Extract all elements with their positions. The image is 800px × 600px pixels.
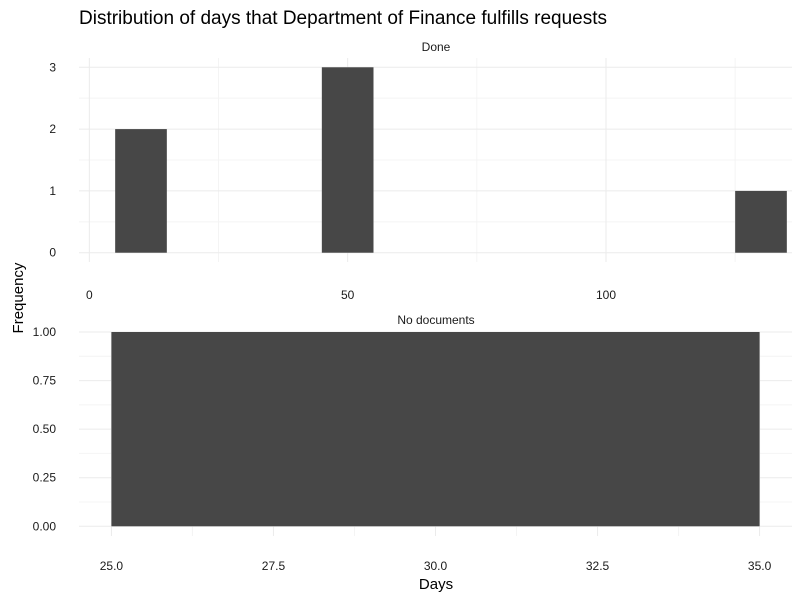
y-tick-label: 0.75 xyxy=(33,374,57,388)
facet-done-gridlines xyxy=(79,58,792,262)
y-tick-label: 2 xyxy=(49,122,56,136)
histogram-bar-done xyxy=(115,129,167,253)
histogram-bar-done xyxy=(321,67,374,253)
y-tick-label: 0 xyxy=(49,246,56,260)
facet-no-documents-y-ticks: 0.00 0.25 0.50 0.75 1.00 xyxy=(33,325,57,533)
facet-done-strip-label: Done xyxy=(422,40,451,54)
facet-done-bars xyxy=(115,67,787,253)
x-tick-label: 50 xyxy=(341,288,355,302)
x-tick-label: 100 xyxy=(596,288,616,302)
y-tick-label: 1.00 xyxy=(33,325,57,339)
chart-title: Distribution of days that Department of … xyxy=(79,8,607,29)
histogram-bar-done xyxy=(735,190,787,253)
x-tick-label: 0 xyxy=(86,288,93,302)
x-tick-label: 30.0 xyxy=(424,559,448,573)
x-tick-label: 25.0 xyxy=(100,559,124,573)
x-axis-title: Days xyxy=(419,576,453,593)
x-tick-label: 32.5 xyxy=(586,559,610,573)
y-tick-label: 0.25 xyxy=(33,471,57,485)
y-tick-label: 0.50 xyxy=(33,422,57,436)
facet-no-documents-x-ticks: 25.0 27.5 30.0 32.5 35.0 xyxy=(100,559,772,573)
histogram-bar-no-documents xyxy=(111,332,760,527)
facet-done-x-ticks: 0 50 100 xyxy=(86,288,616,302)
x-tick-label: 27.5 xyxy=(262,559,286,573)
facet-no-documents-bars xyxy=(111,332,760,527)
y-tick-label: 0.00 xyxy=(33,519,57,533)
y-tick-label: 1 xyxy=(49,184,56,198)
y-axis-title: Frequency xyxy=(10,262,27,333)
x-tick-label: 35.0 xyxy=(748,559,772,573)
facet-panel-done: 0 1 2 3 0 50 100 Done xyxy=(49,40,792,302)
y-tick-label: 3 xyxy=(49,60,56,74)
facet-no-documents-strip-label: No documents xyxy=(397,313,474,327)
facet-panel-no-documents: 0.00 0.25 0.50 0.75 1.00 25.0 27.5 30.0 32.5 35.… xyxy=(33,313,792,573)
facet-done-y-ticks: 0 1 2 3 xyxy=(49,60,56,259)
